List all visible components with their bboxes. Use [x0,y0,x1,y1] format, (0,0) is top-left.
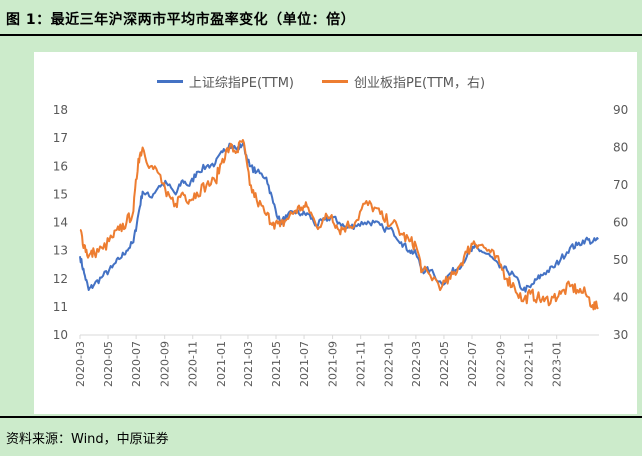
x-tick-label-1: 2020-05 [102,341,115,387]
y-left-tick-2: 12 [53,272,68,286]
x-tick-label-13: 2022-05 [438,341,451,387]
series-line-1 [79,142,599,293]
source-note: 资料来源：Wind，中原证券 [6,432,169,447]
legend-label-series1: 上证综指PE(TTM) [188,76,294,91]
x-tick-label-14: 2022-07 [466,341,479,387]
y-left-tick-7: 17 [53,131,68,145]
x-tick-label-12: 2022-03 [410,341,423,387]
legend-label-series2: 创业板指PE(TTM，右) [354,76,486,91]
y-right-tick-0: 30 [613,328,628,342]
y-left-tick-1: 11 [53,300,68,314]
y-left-tick-5: 15 [53,187,68,201]
x-tick-label-8: 2021-07 [298,341,311,387]
x-tick-label-16: 2022-11 [523,341,536,387]
x-tick-label-11: 2022-01 [383,341,396,387]
y-right-tick-4: 70 [613,178,628,192]
y-left-tick-3: 13 [53,244,68,258]
y-left-tick-4: 14 [53,216,68,230]
legend-swatch-series1 [156,80,183,83]
chart-area: 10 11 12 13 14 15 16 17 18 30 40 50 60 70 80 90 2020-03 2… [34,52,637,414]
y-right-tick-3: 60 [613,216,628,230]
y-left-tick-6: 16 [53,159,68,173]
y-left-tick-0: 10 [53,328,68,342]
x-tick-label-7: 2021-05 [270,341,283,387]
x-tick-label-0: 2020-03 [74,341,87,387]
bottom-rule [0,416,642,418]
pe-line-chart: 10 11 12 13 14 15 16 17 18 30 40 50 60 70 80 90 2020-03 2… [53,103,629,387]
y-right-tick-1: 40 [613,291,628,305]
y-right-tick-2: 50 [613,253,628,267]
legend-item-series1: 上证综指PE(TTM) [156,72,294,91]
x-tick-label-9: 2021-09 [327,341,340,387]
top-rule [0,34,642,36]
x-tick-label-17: 2023-01 [551,341,564,387]
x-tick-label-10: 2021-11 [355,341,368,387]
y-right-tick-6: 90 [613,103,628,117]
x-tick-label-15: 2022-09 [495,341,508,387]
x-tick-label-2: 2020-07 [130,341,143,387]
x-tick-label-5: 2021-01 [215,341,228,387]
y-left-tick-8: 18 [53,103,68,117]
legend-swatch-series2 [322,80,348,83]
legend-item-series2: 创业板指PE(TTM，右) [322,72,485,91]
page-title: 图 1：最近三年沪深两市平均市盈率变化（单位：倍） [6,12,356,28]
chart-legend: 上证综指PE(TTM) 创业板指PE(TTM，右) [0,72,642,91]
x-tick-label-3: 2020-09 [159,341,172,387]
x-tick-label-6: 2021-03 [242,341,255,387]
y-right-tick-5: 80 [613,141,628,155]
series-line-2 [79,139,599,311]
x-tick-label-4: 2020-11 [187,341,200,387]
